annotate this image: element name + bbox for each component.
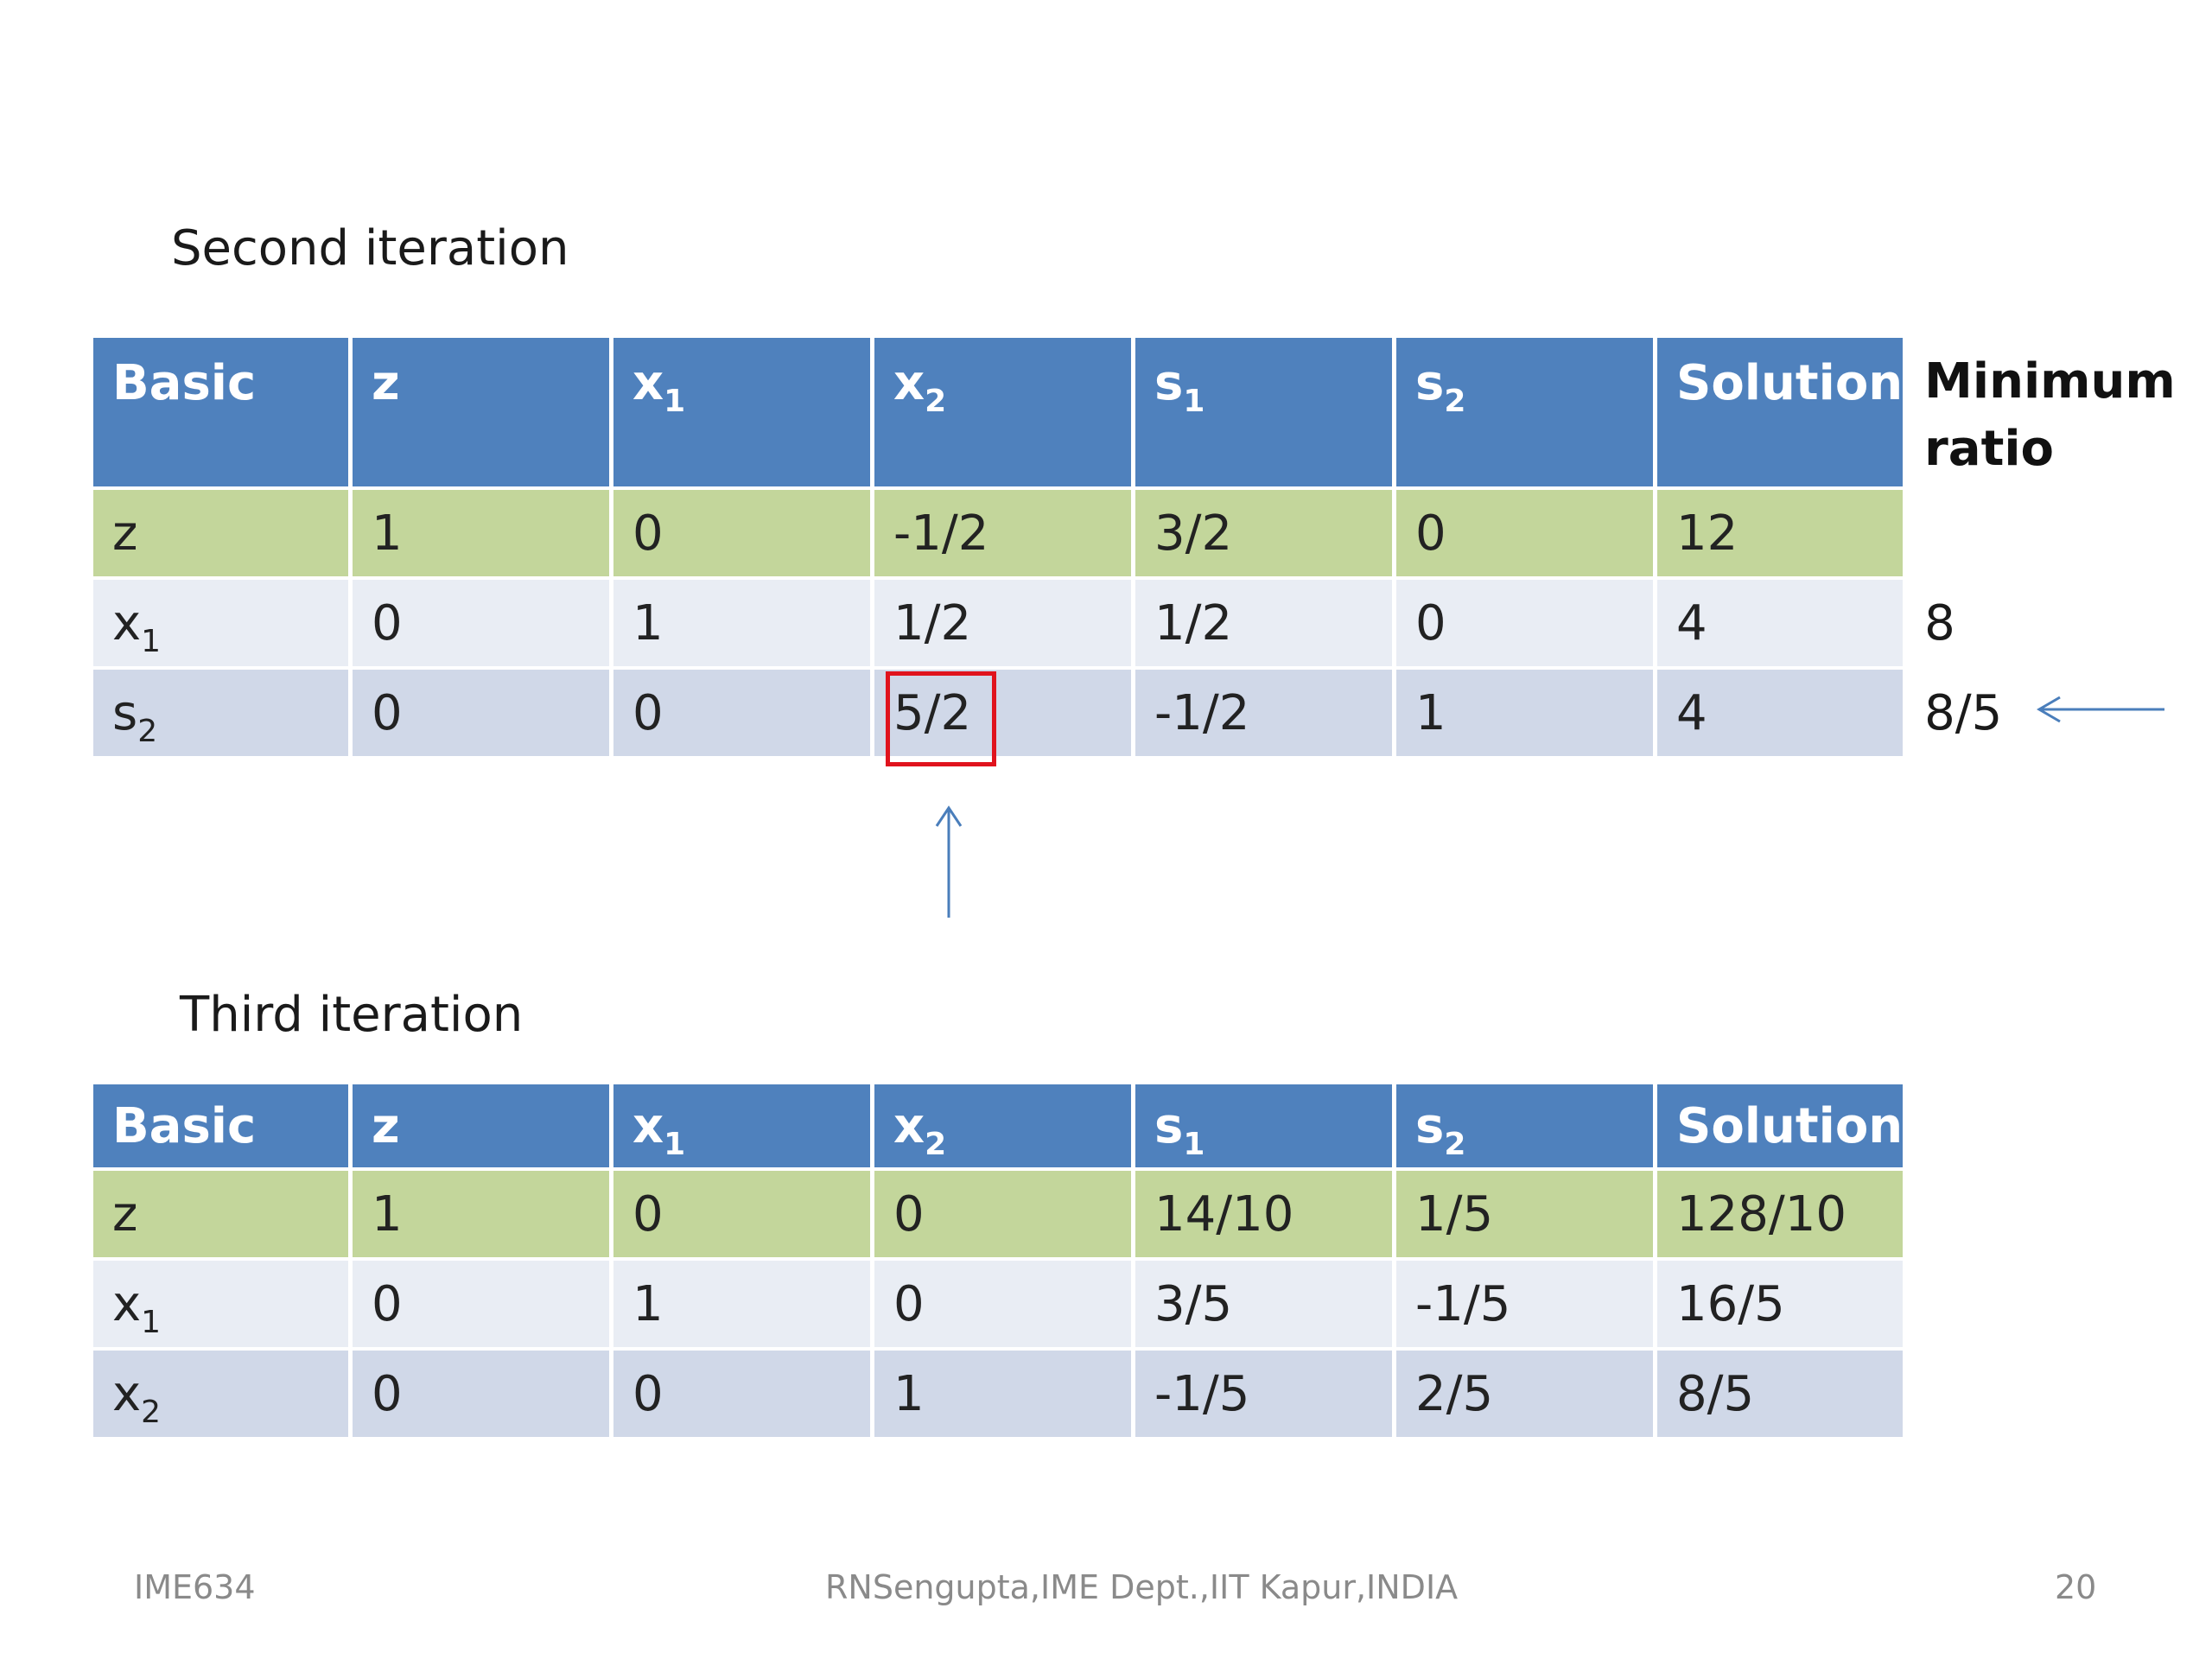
row-basic-label: x1 bbox=[93, 1261, 348, 1347]
cell-x1: 1 bbox=[613, 580, 870, 666]
table-row: x2 0 0 1 -1/5 2/5 8/5 bbox=[93, 1351, 1904, 1437]
header-s1: s1 bbox=[1135, 338, 1392, 486]
header-z: z bbox=[353, 338, 609, 486]
cell-x2: 1/2 bbox=[874, 580, 1131, 666]
cell-s2: 1 bbox=[1396, 670, 1653, 756]
header-s2: s2 bbox=[1396, 1084, 1653, 1167]
cell-s1: 14/10 bbox=[1135, 1171, 1392, 1257]
cell-s1: -1/5 bbox=[1135, 1351, 1392, 1437]
cell-solution: 4 bbox=[1657, 580, 1904, 666]
cell-z: 0 bbox=[353, 580, 609, 666]
cell-x1: 0 bbox=[613, 670, 870, 756]
third-iteration-heading: Third iteration bbox=[180, 987, 524, 1043]
cell-x2: 0 bbox=[874, 1171, 1131, 1257]
header-solution: Solution bbox=[1657, 338, 1904, 486]
cell-z: 1 bbox=[353, 1171, 609, 1257]
second-iteration-heading: Second iteration bbox=[171, 220, 569, 276]
table-row: z 1 0 -1/2 3/2 0 12 bbox=[93, 490, 2176, 576]
cell-z: 1 bbox=[353, 490, 609, 576]
cell-s2: 1/5 bbox=[1396, 1171, 1653, 1257]
header-z: z bbox=[353, 1084, 609, 1167]
cell-x1: 0 bbox=[613, 490, 870, 576]
cell-x1: 0 bbox=[613, 1171, 870, 1257]
second-iteration-table: Basic z x1 x2 s1 s2 Solution Minimum rati… bbox=[89, 334, 2180, 760]
header-x2: x2 bbox=[874, 338, 1131, 486]
cell-x1: 1 bbox=[613, 1261, 870, 1347]
cell-s2: 0 bbox=[1396, 490, 1653, 576]
header-x1: x1 bbox=[613, 338, 870, 486]
third-iteration-table: Basic z x1 x2 s1 s2 Solution z 1 0 0 14/… bbox=[89, 1081, 1907, 1440]
cell-ratio: 8 bbox=[1924, 594, 1955, 652]
header-x1: x1 bbox=[613, 1084, 870, 1167]
table-row: z 1 0 0 14/10 1/5 128/10 bbox=[93, 1171, 1904, 1257]
table-row: x1 0 1 0 3/5 -1/5 16/5 bbox=[93, 1261, 1904, 1347]
table-header-row: Basic z x1 x2 s1 s2 Solution bbox=[93, 1084, 1904, 1167]
cell-x1: 0 bbox=[613, 1351, 870, 1437]
header-s1: s1 bbox=[1135, 1084, 1392, 1167]
row-basic-label: z bbox=[93, 1171, 348, 1257]
row-basic-label: s2 bbox=[93, 670, 348, 756]
header-minimum-ratio: Minimum ratio bbox=[1924, 353, 2176, 477]
row-basic-label: x2 bbox=[93, 1351, 348, 1437]
header-x2: x2 bbox=[874, 1084, 1131, 1167]
cell-s2: 2/5 bbox=[1396, 1351, 1653, 1437]
header-solution: Solution bbox=[1657, 1084, 1904, 1167]
footer-author: RNSengupta,IME Dept.,IIT Kapur,INDIA bbox=[825, 1568, 1459, 1606]
cell-s1: -1/2 bbox=[1135, 670, 1392, 756]
cell-s2: -1/5 bbox=[1396, 1261, 1653, 1347]
cell-solution: 12 bbox=[1657, 490, 1904, 576]
cell-z: 0 bbox=[353, 1351, 609, 1437]
cell-s1: 3/2 bbox=[1135, 490, 1392, 576]
footer-course-code: IME634 bbox=[134, 1568, 256, 1606]
pivot-highlight-box bbox=[886, 671, 996, 766]
cell-x2: 0 bbox=[874, 1261, 1131, 1347]
cell-x2: 1 bbox=[874, 1351, 1131, 1437]
cell-ratio: 8/5 bbox=[1924, 684, 2003, 741]
header-basic: Basic bbox=[93, 338, 348, 486]
cell-solution: 128/10 bbox=[1657, 1171, 1904, 1257]
header-basic: Basic bbox=[93, 1084, 348, 1167]
cell-solution: 8/5 bbox=[1657, 1351, 1904, 1437]
table-header-row: Basic z x1 x2 s1 s2 Solution Minimum rati… bbox=[93, 338, 2176, 486]
cell-z: 0 bbox=[353, 1261, 609, 1347]
table-row: s2 0 0 5/2 -1/2 1 4 8/5 bbox=[93, 670, 2176, 756]
cell-x2: -1/2 bbox=[874, 490, 1131, 576]
cell-solution: 16/5 bbox=[1657, 1261, 1904, 1347]
cell-z: 0 bbox=[353, 670, 609, 756]
table-row: x1 0 1 1/2 1/2 0 4 8 bbox=[93, 580, 2176, 666]
cell-s1: 1/2 bbox=[1135, 580, 1392, 666]
row-basic-label: x1 bbox=[93, 580, 348, 666]
cell-s2: 0 bbox=[1396, 580, 1653, 666]
header-s2: s2 bbox=[1396, 338, 1653, 486]
entering-column-arrow-icon bbox=[935, 805, 963, 918]
cell-s1: 3/5 bbox=[1135, 1261, 1392, 1347]
pivot-element: 5/2 bbox=[874, 670, 1131, 756]
row-basic-label: z bbox=[93, 490, 348, 576]
leaving-row-arrow-icon bbox=[2037, 696, 2164, 723]
cell-solution: 4 bbox=[1657, 670, 1904, 756]
footer-slide-number: 20 bbox=[2055, 1568, 2097, 1606]
